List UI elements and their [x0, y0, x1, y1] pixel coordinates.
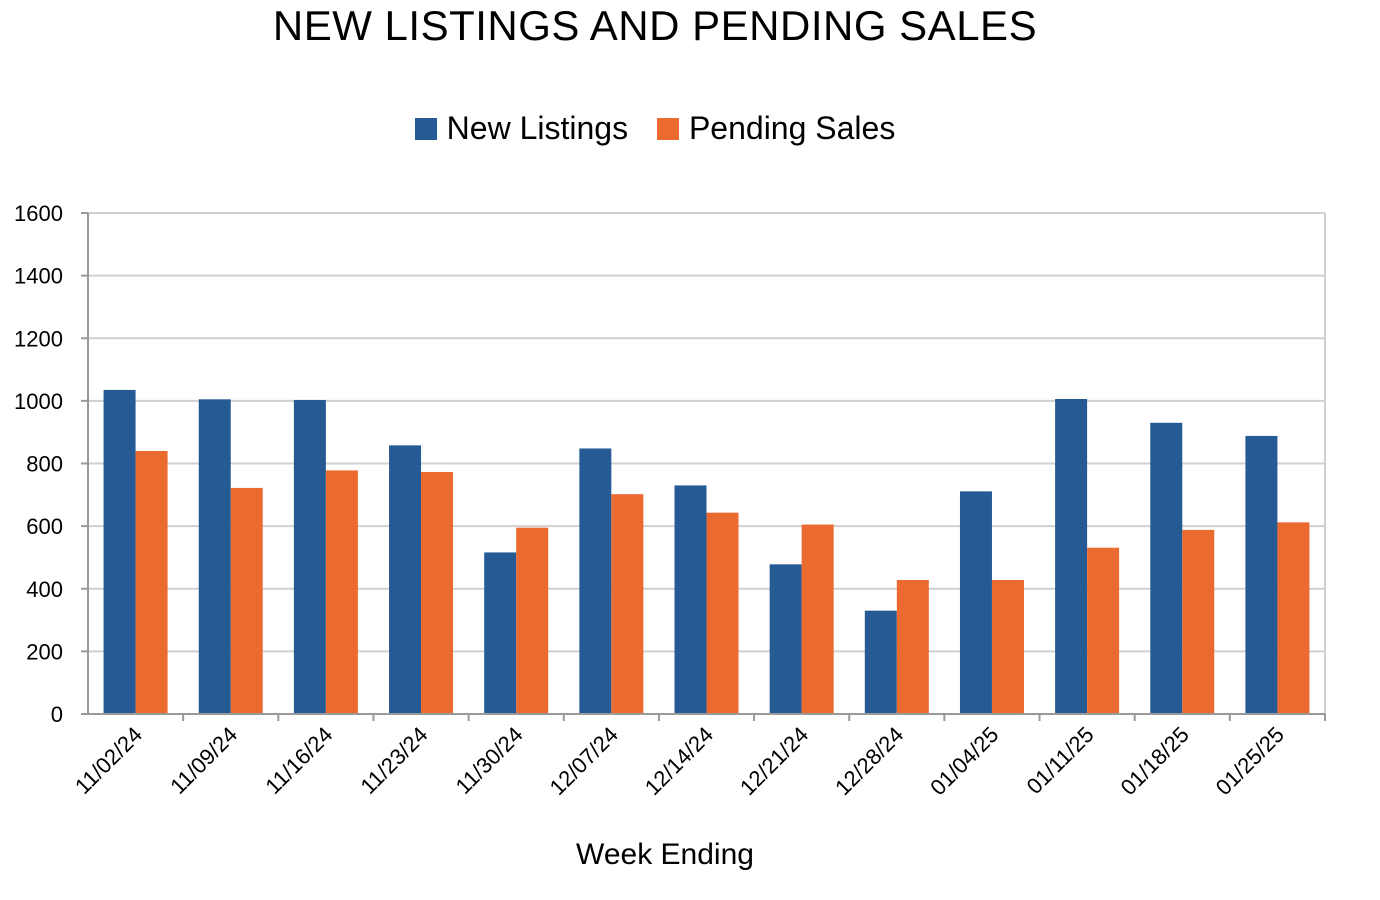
bar-pending-sales: [1277, 522, 1310, 714]
x-tick-label: 01/18/25: [1116, 722, 1194, 800]
bar-pending-sales: [611, 494, 644, 714]
x-axis-title: Week Ending: [576, 838, 754, 871]
y-tick-label: 1600: [14, 201, 63, 226]
bar-new-listings: [103, 389, 136, 714]
bar-pending-sales: [1087, 547, 1120, 714]
bar-new-listings: [959, 491, 992, 714]
legend-swatch-new-listings: [414, 117, 437, 140]
x-tick-label: 01/11/25: [1022, 722, 1099, 799]
bar-pending-sales: [1182, 529, 1215, 714]
x-axis-origin: [81, 714, 88, 721]
y-tick-label: 1400: [14, 264, 63, 289]
y-tick-label: 800: [26, 452, 63, 477]
y-tick-label: 400: [26, 577, 63, 602]
bar-pending-sales: [516, 527, 549, 714]
bar-new-listings: [1055, 398, 1088, 714]
bar-new-listings: [1245, 435, 1278, 714]
bar-pending-sales: [135, 450, 168, 714]
y-tick-label: 600: [26, 514, 63, 539]
bar-pending-sales: [801, 524, 834, 714]
x-tick-label: 11/30/24: [451, 722, 528, 799]
y-tick-label: 1000: [14, 389, 63, 414]
x-tick-label: 11/02/24: [70, 722, 147, 799]
y-tick-label: 200: [26, 639, 63, 664]
x-tick-label: 12/07/24: [545, 722, 623, 800]
bar-new-listings: [579, 448, 612, 714]
x-tick-label: 12/21/24: [735, 722, 813, 800]
bar-pending-sales: [230, 487, 263, 714]
legend-label-new-listings: New Listings: [446, 110, 629, 146]
x-tick-label: 12/28/24: [830, 722, 908, 800]
chart-title: NEW LISTINGS AND PENDING SALES: [272, 2, 1038, 49]
x-tick-label: 11/23/24: [355, 722, 432, 799]
y-tick-label: 0: [51, 702, 63, 727]
x-tick-label: 11/09/24: [165, 722, 242, 799]
x-tick-label: 12/14/24: [640, 722, 718, 800]
bar-pending-sales: [421, 471, 454, 714]
x-tick-label: 01/04/25: [925, 722, 1003, 800]
bar-new-listings: [769, 564, 802, 714]
x-tick-label: 01/25/25: [1211, 722, 1289, 800]
legend-label-pending-sales: Pending Sales: [688, 110, 896, 146]
bar-new-listings: [674, 485, 707, 714]
legend-item-pending-sales: Pending Sales: [656, 110, 896, 147]
bar-new-listings: [389, 445, 422, 714]
bar-new-listings: [484, 552, 517, 714]
bar-new-listings: [864, 610, 897, 714]
bar-pending-sales: [325, 470, 358, 714]
x-tick-label: 11/16/24: [260, 722, 337, 799]
bar-new-listings: [293, 399, 326, 714]
bar-new-listings: [198, 399, 231, 714]
y-tick-label: 1200: [14, 326, 63, 351]
bar-pending-sales: [991, 579, 1024, 714]
chart-legend: New Listings Pending Sales: [0, 110, 1310, 148]
bar-pending-sales: [896, 579, 929, 714]
bar-new-listings: [1150, 422, 1183, 714]
legend-swatch-pending-sales: [656, 117, 679, 140]
legend-item-new-listings: New Listings: [414, 110, 629, 147]
bar-pending-sales: [706, 512, 739, 714]
